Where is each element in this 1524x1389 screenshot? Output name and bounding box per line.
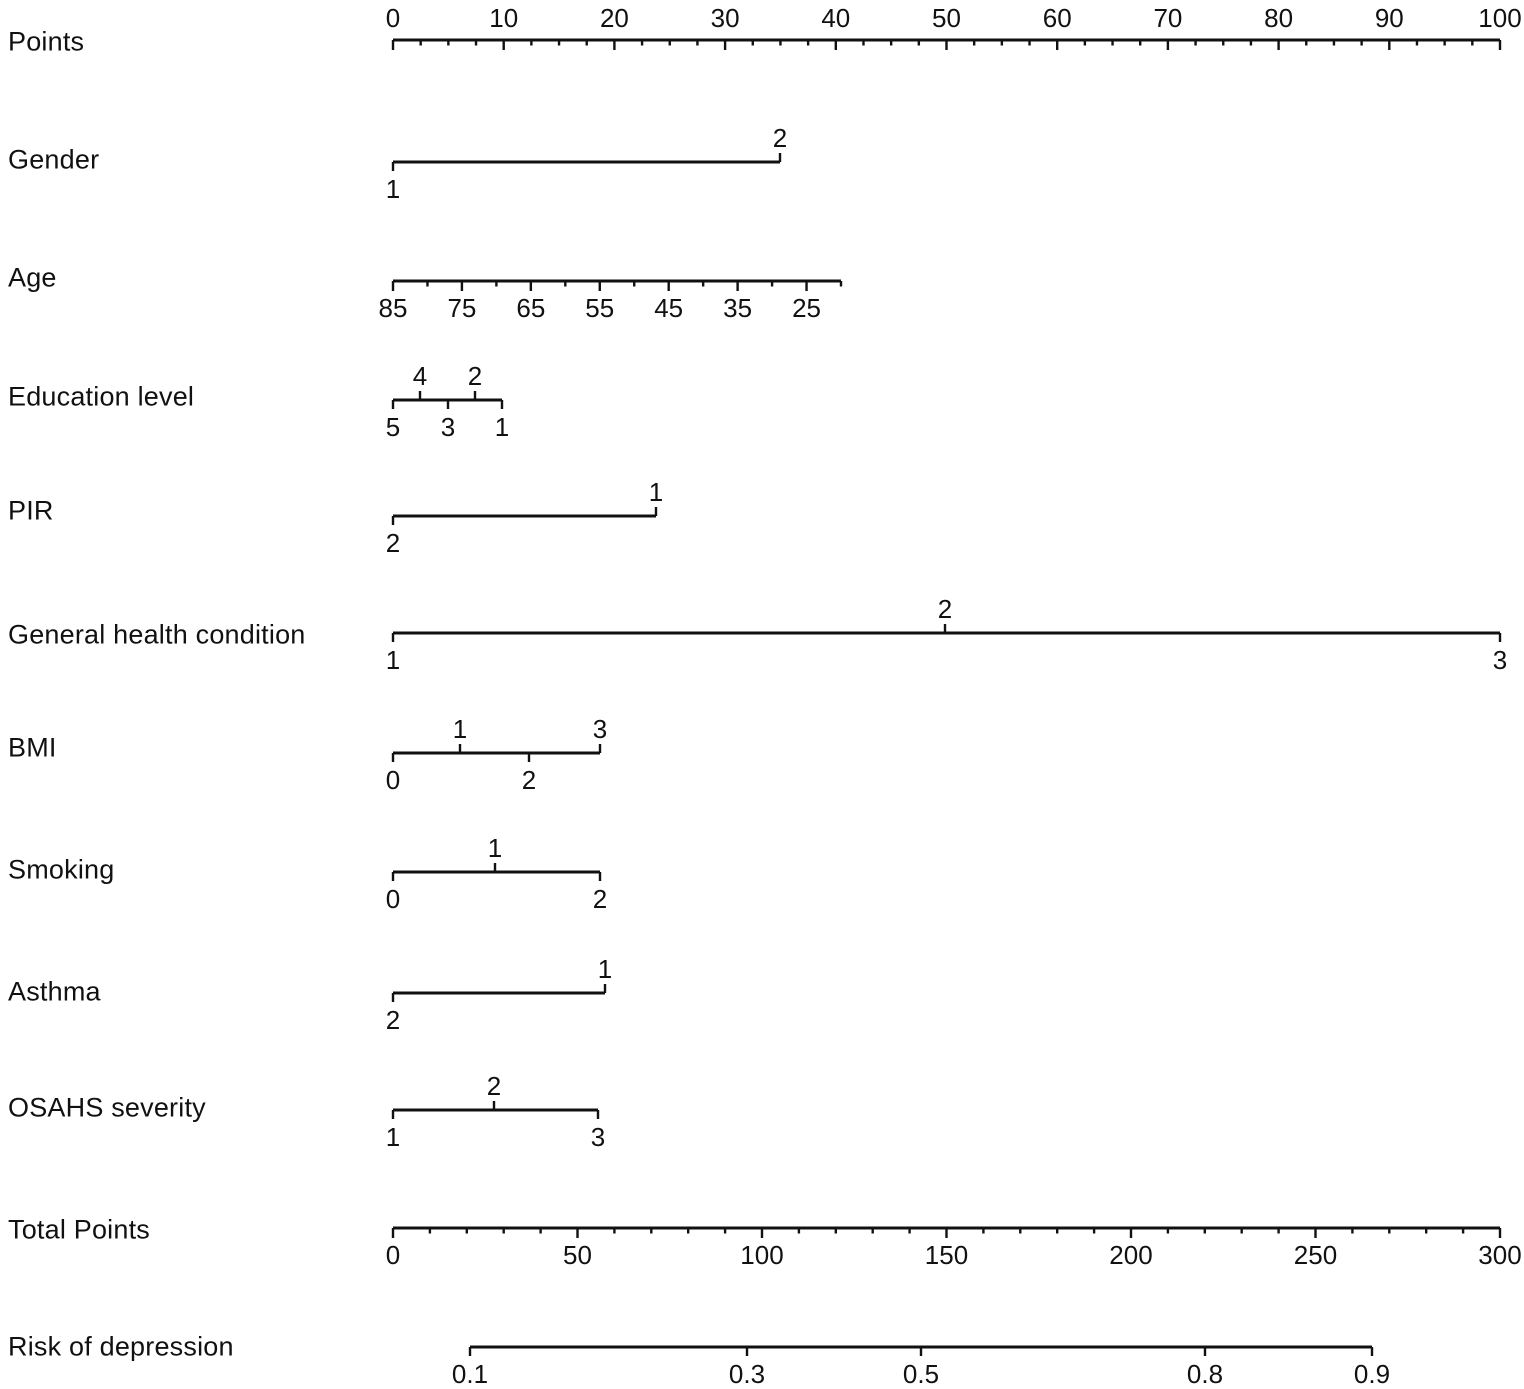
row-label-age: Age — [8, 262, 57, 293]
tick-label: 2 — [386, 1005, 400, 1035]
tick-label: 0.3 — [729, 1359, 765, 1389]
tick-label: 20 — [600, 3, 629, 33]
tick-label: 2 — [593, 884, 607, 914]
tick-label: 3 — [593, 714, 607, 744]
tick-label: 150 — [925, 1240, 968, 1270]
tick-label: 100 — [1478, 3, 1521, 33]
tick-label: 40 — [821, 3, 850, 33]
row-label-asthma: Asthma — [8, 976, 101, 1007]
tick-label: 35 — [723, 293, 752, 323]
tick-label: 3 — [441, 412, 455, 442]
tick-label: 0.8 — [1187, 1359, 1223, 1389]
axis-smoking: 0 1 2 — [386, 833, 607, 914]
tick-label: 75 — [447, 293, 476, 323]
tick-label: 300 — [1478, 1240, 1521, 1270]
tick-label: 1 — [386, 174, 400, 204]
axis-bmi: 0 1 2 3 — [386, 714, 607, 795]
row-label-osahs-severity: OSAHS severity — [8, 1092, 206, 1123]
tick-label: 2 — [522, 765, 536, 795]
tick-label: 2 — [468, 361, 482, 391]
tick-label: 0.9 — [1354, 1359, 1390, 1389]
tick-label: 1 — [649, 477, 663, 507]
tick-label: 0.1 — [452, 1359, 488, 1389]
tick-label: 3 — [591, 1122, 605, 1152]
row-label-total-points: Total Points — [8, 1214, 150, 1245]
row-label-bmi: BMI — [8, 732, 57, 763]
row-label-points: Points — [8, 26, 85, 57]
tick-label: 5 — [386, 412, 400, 442]
tick-label: 2 — [938, 594, 952, 624]
tick-label: 1 — [598, 954, 612, 984]
axis-pir: 21 — [386, 477, 663, 558]
tick-label: 3 — [1493, 645, 1507, 675]
tick-label: 70 — [1153, 3, 1182, 33]
row-label-education-level: Education level — [8, 381, 195, 412]
tick-label: 65 — [516, 293, 545, 323]
tick-label: 10 — [489, 3, 518, 33]
tick-label: 1 — [453, 714, 467, 744]
tick-label: 2 — [487, 1071, 501, 1101]
tick-label: 60 — [1043, 3, 1072, 33]
tick-label: 50 — [563, 1240, 592, 1270]
tick-label: 0 — [386, 1240, 400, 1270]
axis-total-points: 0 50 100 150 200 250 300 — [386, 1226, 1522, 1270]
tick-label: 55 — [585, 293, 614, 323]
row-label-smoking: Smoking — [8, 854, 115, 885]
axis-points: 0 10 20 30 40 50 60 70 80 90 100 — [386, 3, 1522, 50]
tick-label: 1 — [488, 833, 502, 863]
row-label-pir: PIR — [8, 495, 54, 526]
tick-label: 1 — [386, 1122, 400, 1152]
tick-label: 85 — [379, 293, 408, 323]
axis-gender: 12 — [386, 123, 787, 204]
axis-asthma: 21 — [386, 954, 612, 1035]
axis-osahs-severity: 1 2 3 — [386, 1071, 605, 1152]
tick-label: 2 — [773, 123, 787, 153]
tick-label: 30 — [711, 3, 740, 33]
tick-label: 25 — [792, 293, 821, 323]
tick-label: 45 — [654, 293, 683, 323]
tick-label: 0 — [386, 3, 400, 33]
axis-risk-of-depression: 0.1 0.3 0.5 0.8 0.9 — [452, 1345, 1390, 1389]
tick-label: 90 — [1375, 3, 1404, 33]
tick-label: 80 — [1264, 3, 1293, 33]
tick-label: 200 — [1109, 1240, 1152, 1270]
tick-label: 1 — [495, 412, 509, 442]
axis-age: 85 75 65 55 45 35 25 — [379, 279, 843, 323]
tick-label: 4 — [413, 361, 427, 391]
tick-label: 2 — [386, 528, 400, 558]
tick-label: 0 — [386, 884, 400, 914]
tick-label: 1 — [386, 645, 400, 675]
row-label-risk-of-depression: Risk of depression — [8, 1331, 234, 1362]
axis-general-health-condition: 1 2 3 — [386, 594, 1507, 675]
tick-label: 250 — [1294, 1240, 1337, 1270]
tick-label: 100 — [740, 1240, 783, 1270]
row-label-gender: Gender — [8, 144, 100, 175]
tick-label: 50 — [932, 3, 961, 33]
row-label-general-health-condition: General health condition — [8, 619, 306, 650]
tick-label: 0 — [386, 765, 400, 795]
tick-label: 0.5 — [903, 1359, 939, 1389]
